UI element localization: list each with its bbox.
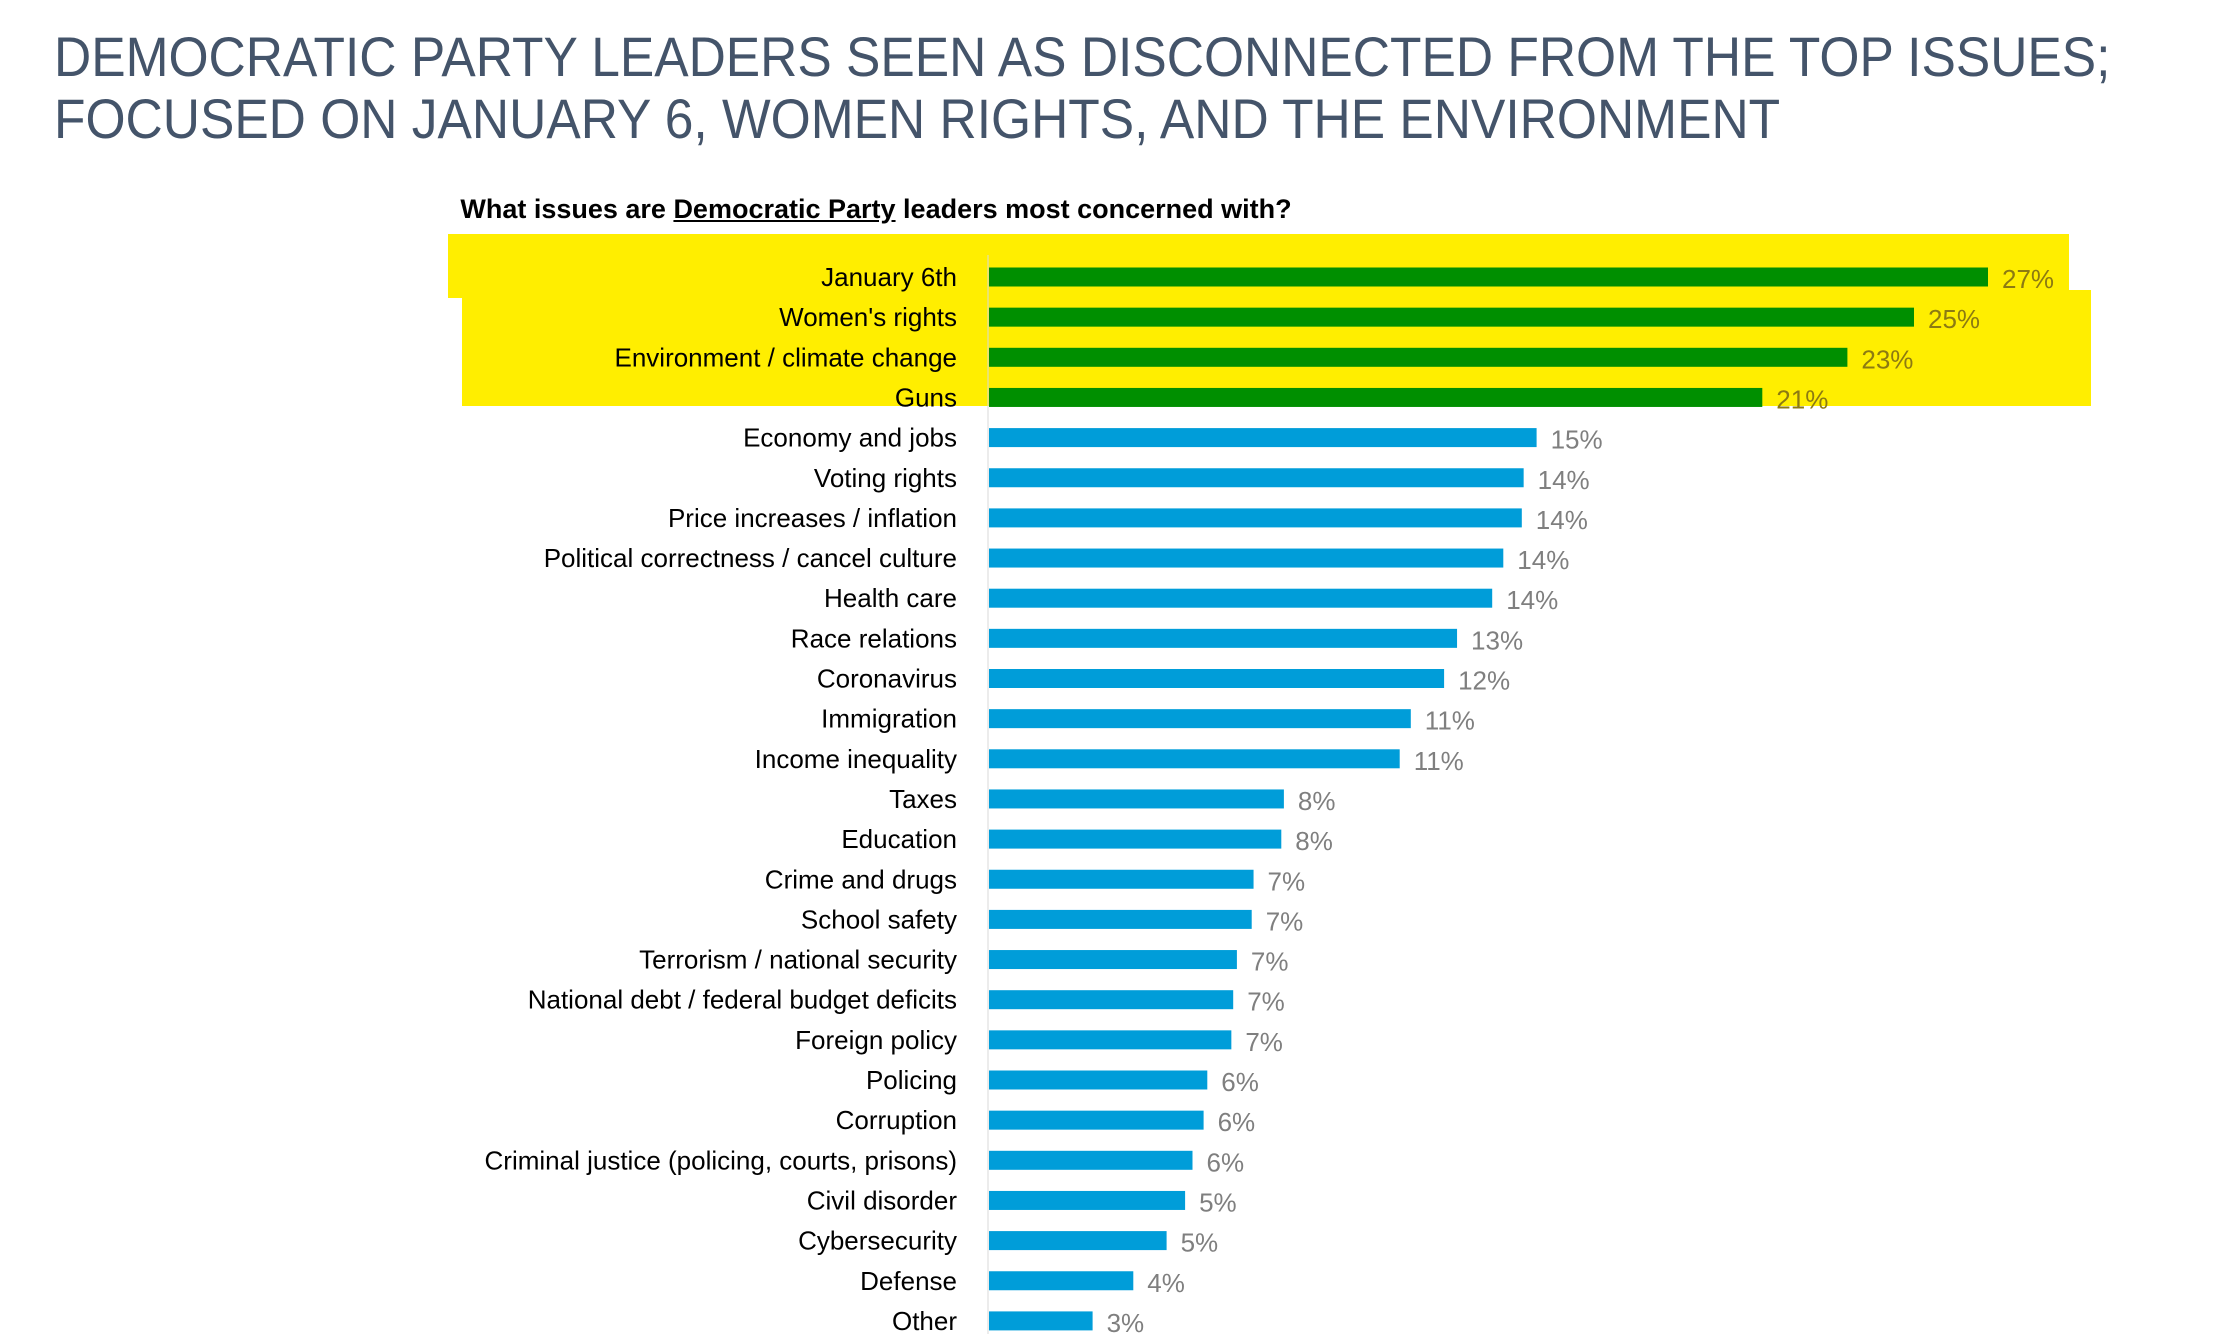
bar: [989, 990, 1234, 1010]
bar: [989, 1150, 1193, 1170]
data-label: 15%: [1551, 425, 1603, 455]
data-label: 23%: [1861, 344, 1913, 374]
category-label: Crime and drugs: [765, 864, 957, 894]
category-label: Income inequality: [755, 744, 957, 774]
bar: [989, 789, 1284, 809]
bar: [989, 548, 1504, 568]
bar: [989, 950, 1237, 970]
data-label: 8%: [1295, 826, 1333, 856]
bar: [989, 1231, 1167, 1251]
category-label: Price increases / inflation: [668, 503, 957, 533]
bar: [989, 347, 1848, 367]
data-label: 13%: [1471, 625, 1523, 655]
chart-title-before: What issues are: [460, 194, 674, 224]
category-label: Environment / climate change: [614, 342, 957, 372]
category-label: Economy and jobs: [743, 423, 957, 453]
chart-title: What issues are Democratic Party leaders…: [0, 194, 2240, 225]
category-label: Race relations: [791, 623, 957, 653]
data-label: 7%: [1247, 987, 1285, 1017]
highlight-box-top: [448, 234, 2069, 298]
bar: [989, 387, 1763, 407]
bar: [989, 267, 1988, 287]
data-label: 25%: [1928, 304, 1980, 334]
data-label: 21%: [1776, 384, 1828, 414]
category-label: Coronavirus: [817, 664, 957, 694]
category-label: Defense: [860, 1266, 957, 1296]
slide-title-line-1: DEMOCRATIC PARTY LEADERS SEEN AS DISCONN…: [54, 25, 2111, 88]
data-label: 3%: [1107, 1308, 1145, 1334]
category-label: Terrorism / national security: [639, 945, 957, 975]
data-label: 14%: [1538, 465, 1590, 495]
data-label: 7%: [1251, 947, 1289, 977]
data-label: 11%: [1414, 746, 1464, 776]
bar: [989, 1311, 1093, 1331]
bar: [989, 428, 1537, 448]
category-label: Foreign policy: [795, 1025, 957, 1055]
category-label: Voting rights: [814, 463, 957, 493]
bar: [989, 749, 1400, 769]
bar: [989, 869, 1254, 889]
category-label: Criminal justice (policing, courts, pris…: [485, 1145, 957, 1175]
data-label: 14%: [1517, 545, 1569, 575]
bar: [989, 1030, 1232, 1050]
data-label: 27%: [2002, 264, 2054, 294]
category-label: Taxes: [889, 784, 957, 814]
bar: [989, 628, 1458, 648]
chart-title-after: leaders most concerned with?: [895, 194, 1292, 224]
category-label: National debt / federal budget deficits: [528, 985, 957, 1015]
data-label: 5%: [1199, 1187, 1237, 1217]
chart-title-underlined: Democratic Party: [673, 194, 896, 224]
data-label: 11%: [1425, 706, 1475, 736]
bar: [989, 1271, 1134, 1291]
data-label: 14%: [1536, 505, 1588, 535]
bar: [989, 588, 1493, 608]
bar: [989, 1070, 1208, 1090]
data-label: 14%: [1506, 585, 1558, 615]
slide-title-line-2: FOCUSED ON JANUARY 6, WOMEN RIGHTS, AND …: [54, 87, 1781, 150]
bar: [989, 669, 1445, 688]
data-label: 6%: [1221, 1067, 1259, 1097]
data-label: 6%: [1207, 1147, 1245, 1177]
data-label: 12%: [1458, 666, 1510, 696]
bar: [989, 468, 1524, 488]
category-label: Corruption: [836, 1105, 957, 1135]
category-label: Immigration: [821, 704, 957, 734]
category-label: School safety: [801, 904, 957, 934]
data-label: 8%: [1298, 786, 1336, 816]
data-label: 7%: [1245, 1027, 1283, 1057]
category-label: Health care: [824, 583, 957, 613]
category-label: Cybersecurity: [798, 1226, 957, 1256]
category-label: Other: [892, 1306, 957, 1334]
category-label: Civil disorder: [807, 1185, 958, 1215]
bar: [989, 307, 1914, 327]
category-label: Guns: [895, 382, 957, 412]
bar: [989, 508, 1522, 528]
category-label: Political correctness / cancel culture: [544, 543, 957, 573]
category-label: January 6th: [821, 262, 957, 292]
bar: [989, 909, 1252, 929]
data-label: 7%: [1268, 866, 1306, 896]
bar: [989, 829, 1282, 849]
data-label: 7%: [1266, 906, 1304, 936]
category-label: Women's rights: [779, 302, 957, 332]
data-label: 5%: [1181, 1228, 1219, 1258]
slide-title: DEMOCRATIC PARTY LEADERS SEEN AS DISCONN…: [54, 26, 2110, 150]
bar: [989, 709, 1411, 729]
data-label: 6%: [1218, 1107, 1256, 1137]
bar: [989, 1110, 1204, 1130]
bar: [989, 1190, 1186, 1210]
category-label: Education: [841, 824, 957, 854]
data-label: 4%: [1147, 1268, 1185, 1298]
category-label: Policing: [866, 1065, 957, 1095]
